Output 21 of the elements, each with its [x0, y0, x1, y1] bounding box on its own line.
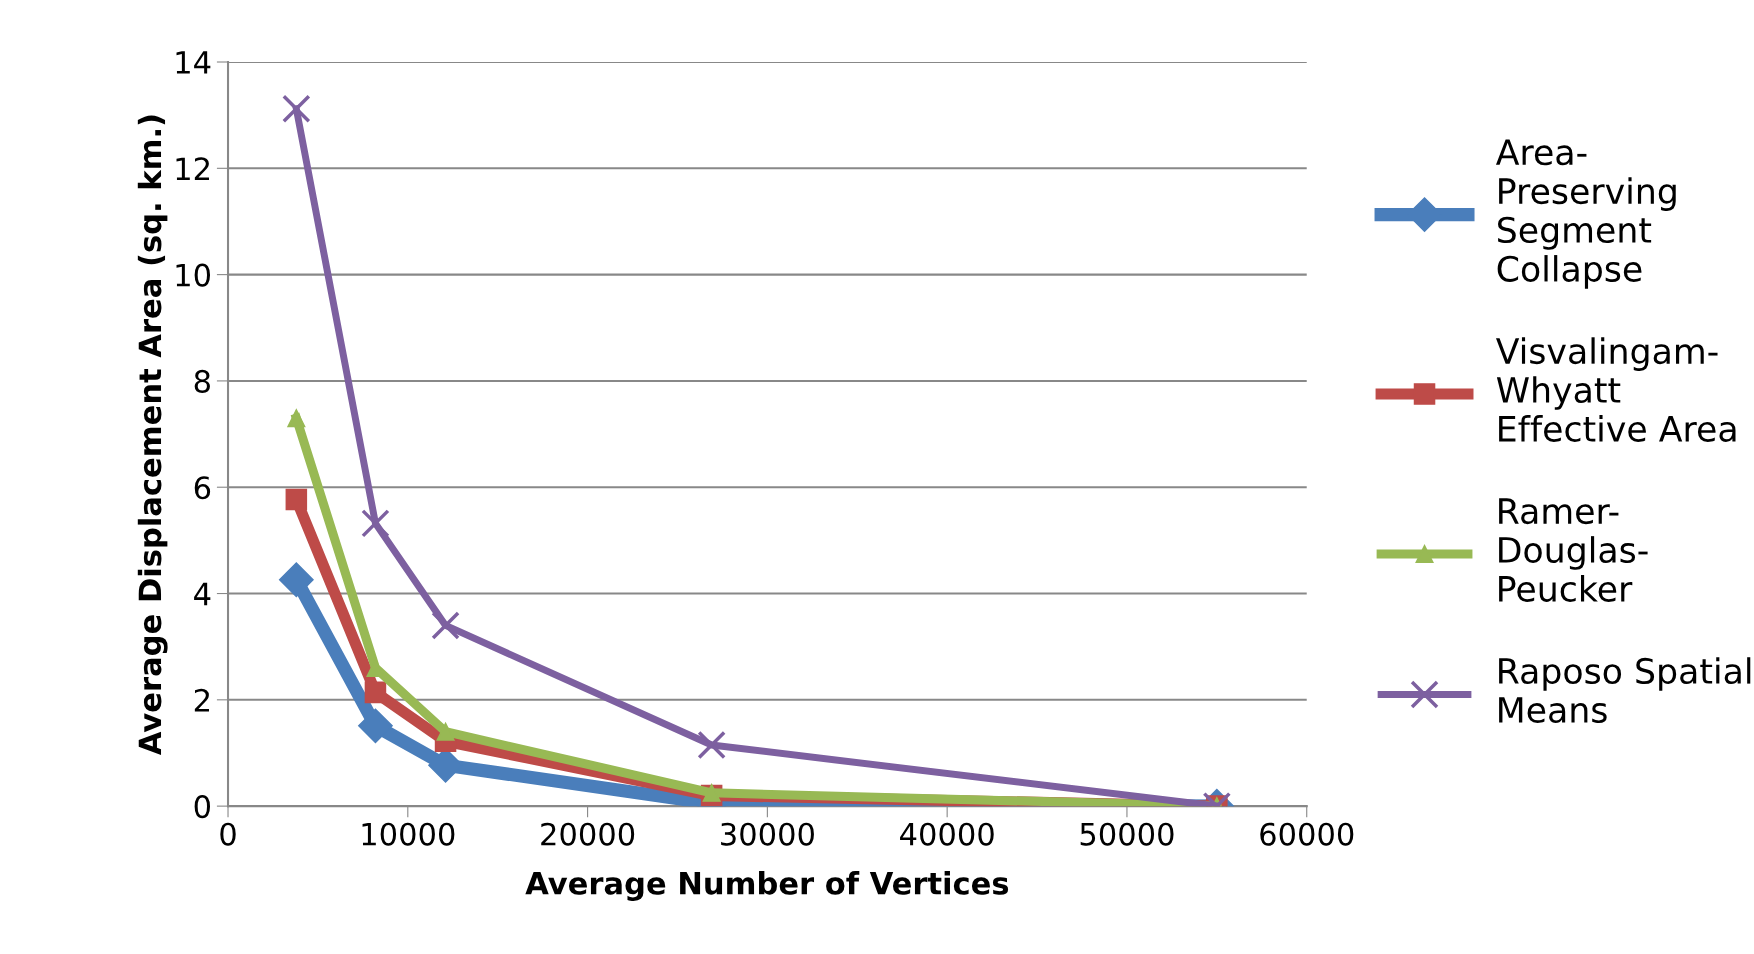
x-tick-label: 30000 [721, 822, 814, 846]
y-tick-label: 2 [194, 688, 209, 712]
x-tick-label: 20000 [541, 822, 635, 846]
y-tick-label: 4 [194, 582, 211, 606]
y-tick-label: 14 [176, 51, 211, 74]
legend-label: Area- Preserving Segment Collapse [1495, 139, 1676, 289]
x-tick-label: 0 [220, 822, 236, 846]
y-axis-title: Average Displacement Area (sq. km.) [137, 115, 168, 756]
legend-label: Visvalingam- Whyatt Effective Area [1495, 337, 1736, 442]
x-axis-title: Average Number of Vertices [525, 871, 1009, 901]
x-tick-label: 50000 [1080, 822, 1174, 846]
y-tick-label: 8 [194, 369, 210, 393]
y-tick-label: 6 [194, 476, 211, 500]
x-tick-label: 10000 [362, 822, 455, 846]
x-tick-label: 40000 [900, 822, 994, 846]
legend-label: Raposo Spatial Means [1499, 657, 1751, 723]
y-tick-label: 12 [176, 157, 209, 180]
x-tick-label: 60000 [1260, 822, 1354, 846]
y-tick-label: 0 [194, 795, 211, 819]
legend-label: Ramer- Douglas- Peucker [1499, 498, 1648, 602]
y-tick-label: 10 [176, 263, 211, 287]
